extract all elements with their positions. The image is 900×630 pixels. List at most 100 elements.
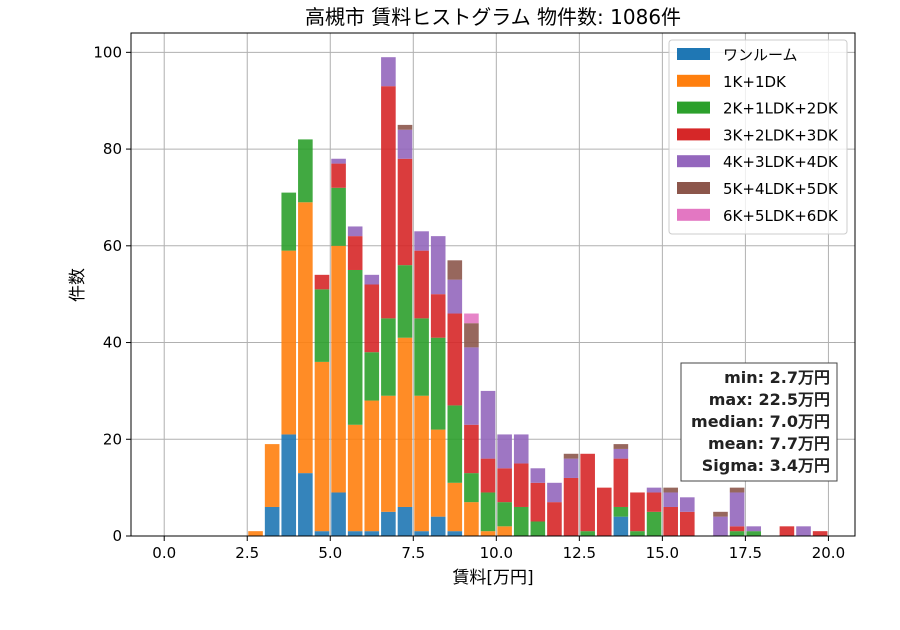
- stats-line: min: 2.7万円: [724, 368, 830, 387]
- bar-segment-s3-b24: [646, 492, 662, 512]
- legend-label: 6K+5LDK+6DK: [723, 207, 839, 225]
- bar-segment-s0-b4: [314, 531, 330, 536]
- legend-swatch: [677, 48, 710, 60]
- bar-segment-s2-b6: [347, 269, 363, 425]
- bar-segment-s4-b17: [530, 468, 546, 483]
- bar-segment-s4-b16: [513, 434, 529, 464]
- bar-segment-s4-b12: [447, 279, 463, 314]
- bar-segment-s0-b1: [264, 506, 280, 536]
- stats-line: median: 7.0万円: [691, 412, 830, 431]
- legend-label: 5K+4LDK+5DK: [723, 180, 839, 198]
- bar-segment-s2-b12: [447, 405, 463, 483]
- x-tick-label: 12.5: [563, 544, 596, 562]
- bar-segment-s3-b16: [513, 463, 529, 507]
- bar-segment-s2-b29: [729, 531, 745, 536]
- bar-segment-s4-b9: [397, 129, 413, 159]
- bar-segment-s3-b17: [530, 482, 546, 522]
- bar-segment-s3-b8: [381, 86, 396, 319]
- bar-segment-s3-b9: [397, 158, 413, 266]
- bar-segment-s3-b21: [596, 487, 612, 536]
- bar-segment-s2-b11: [430, 337, 446, 430]
- legend-box: [668, 39, 848, 235]
- bar-segment-s3-b29: [729, 526, 745, 532]
- bar-segment-s2-b24: [646, 511, 662, 536]
- bar-segment-s1-b11: [430, 429, 446, 517]
- y-axis-label: 件数: [68, 268, 88, 302]
- y-tick-label: 40: [103, 334, 122, 352]
- bar-segment-s2-b14: [480, 492, 496, 532]
- bar-segment-s1-b14: [480, 531, 496, 536]
- bar-segment-s3-b6: [347, 236, 363, 270]
- legend-label: 4K+3LDK+4DK: [723, 153, 839, 171]
- bar-segment-s1-b9: [397, 337, 413, 507]
- bar-segment-s5-b13: [464, 323, 479, 348]
- legend-label: 1K+1DK: [723, 73, 787, 91]
- x-tick-label: 0.0: [152, 544, 176, 562]
- bar-segment-s1-b5: [331, 245, 346, 493]
- x-tick-label: 7.5: [401, 544, 425, 562]
- bar-segment-s6-b13: [464, 313, 479, 324]
- bar-segment-s2-b5: [331, 187, 346, 246]
- x-tick-label: 20.0: [812, 544, 845, 562]
- x-axis-label: 賃料[万円]: [452, 568, 533, 588]
- y-tick-label: 0: [112, 527, 122, 545]
- bar-segment-s4-b28: [713, 516, 728, 536]
- y-axis-ticks: 0 20 40 60 80 100: [93, 43, 131, 545]
- bar-segment-s4-b11: [430, 236, 446, 295]
- bar-segment-s5-b12: [447, 260, 463, 280]
- bar-segment-s1-b6: [347, 424, 363, 532]
- legend: ワンルーム 1K+1DK 2K+1LDK+2DK 3K+2LDK+3DK 4K+3LDK…: [668, 39, 848, 235]
- bar-segment-s3-b19: [563, 477, 579, 536]
- bar-segment-s0-b8: [381, 511, 396, 536]
- bar-segment-s2-b9: [397, 265, 413, 338]
- bar-segment-s1-b10: [414, 395, 429, 532]
- bar-segment-s4-b18: [547, 482, 562, 503]
- x-axis-ticks: 0.0 2.5 5.0 7.5 10.0 12.5 15.0 17.5 20.0: [152, 536, 845, 562]
- bar-segment-s2-b20: [580, 531, 595, 536]
- bar-segment-s2-b8: [381, 318, 396, 396]
- x-tick-label: 15.0: [646, 544, 679, 562]
- legend-swatch: [677, 208, 710, 221]
- bar-segment-s3-b15: [497, 468, 512, 503]
- bar-segment-s4-b24: [646, 487, 662, 493]
- legend-swatch: [677, 128, 710, 141]
- bar-segment-s3-b20: [580, 453, 595, 532]
- bar-segment-s4-b29: [729, 492, 745, 527]
- legend-swatch: [677, 101, 710, 114]
- bar-segment-s3-b25: [663, 506, 678, 536]
- bar-segment-s0-b7: [364, 531, 380, 536]
- legend-swatch: [677, 155, 710, 168]
- bar-segment-s4-b7: [364, 274, 380, 285]
- stats-line: mean: 7.7万円: [708, 434, 830, 453]
- bar-segment-s1-b3: [298, 202, 313, 474]
- legend-label: 2K+1LDK+2DK: [723, 100, 839, 118]
- bar-segment-s1-b8: [381, 395, 396, 512]
- bar-segment-s1-b2: [281, 250, 297, 435]
- x-tick-label: 10.0: [480, 544, 513, 562]
- bar-segment-s2-b2: [281, 192, 297, 251]
- bar-segment-s4-b33: [796, 526, 811, 536]
- bar-segment-s3-b22: [613, 458, 629, 507]
- bar-segment-s0-b11: [430, 516, 446, 536]
- bar-segment-s4-b22: [613, 448, 629, 459]
- bar-segment-s1-b12: [447, 482, 463, 532]
- legend-label: 3K+2LDK+3DK: [723, 126, 839, 144]
- bar-segment-s4-b15: [497, 434, 512, 469]
- bar-segment-s3-b4: [314, 274, 330, 290]
- bar-segment-s3-b5: [331, 163, 346, 188]
- bar-segment-s5-b29: [729, 487, 745, 493]
- bar-segment-s4-b5: [331, 158, 346, 164]
- legend-swatch: [677, 74, 710, 87]
- bar-segment-s2-b7: [364, 352, 380, 401]
- bar-segment-s5-b28: [713, 511, 728, 517]
- legend-swatch: [677, 182, 710, 194]
- bar-segment-s4-b30: [746, 526, 762, 532]
- stats-line: max: 22.5万円: [709, 390, 830, 409]
- bar-segment-s0-b6: [347, 531, 363, 536]
- bar-segment-s4-b13: [464, 347, 479, 425]
- bar-segment-s3-b34: [812, 531, 828, 536]
- bar-segment-s1-b7: [364, 400, 380, 532]
- bar-segment-s2-b4: [314, 289, 330, 362]
- bar-segment-s3-b12: [447, 313, 463, 406]
